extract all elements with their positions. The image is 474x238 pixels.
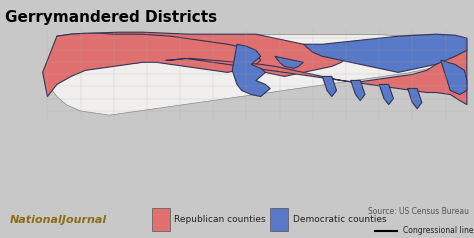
Text: Source: US Census Bureau: Source: US Census Bureau [368, 207, 469, 216]
Bar [270, 208, 288, 231]
Bar [152, 208, 170, 231]
Text: Gerrymandered Districts: Gerrymandered Districts [5, 10, 217, 25]
Text: NationalJournal: NationalJournal [9, 214, 107, 225]
Text: Democratic counties: Democratic counties [293, 215, 387, 224]
Text: Congressional lines: Congressional lines [403, 226, 474, 235]
Text: Republican counties: Republican counties [174, 215, 266, 224]
